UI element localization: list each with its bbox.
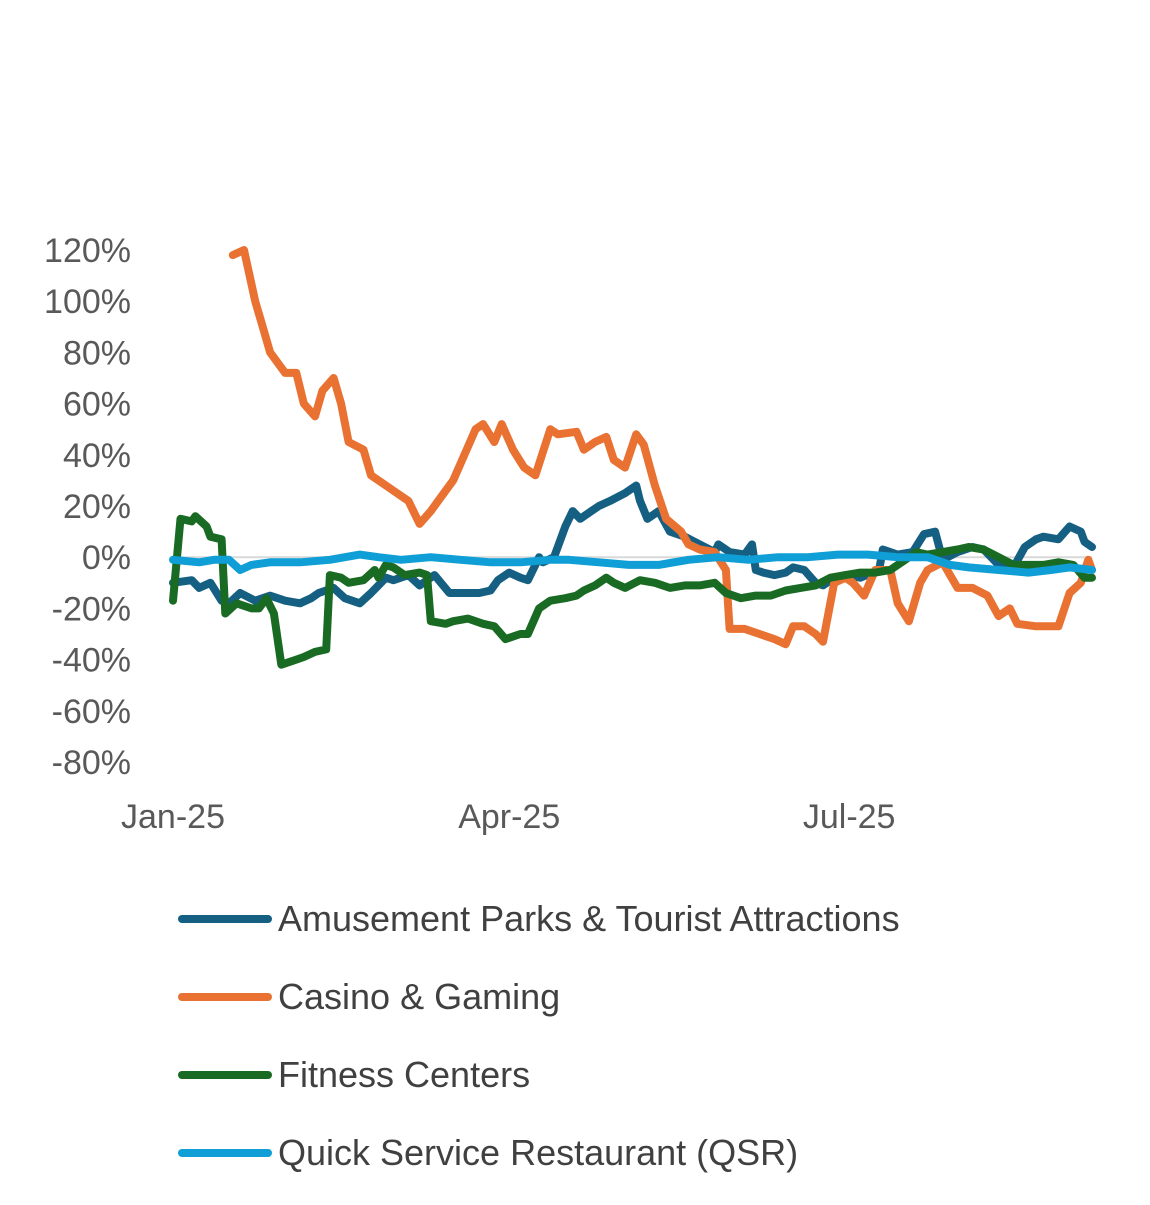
legend-item: Fitness Centers [178,1036,900,1114]
y-tick-label: -20% [52,590,131,628]
legend-swatch [178,1149,272,1157]
y-tick-label: -80% [52,744,131,782]
y-axis-ticks: 120% 100% 80% 60% 40% 20% 0% -20% -40% -60% -80% [44,232,131,782]
legend-label: Amusement Parks & Tourist Attractions [278,898,900,939]
series-line-3 [169,550,1096,577]
legend: Amusement Parks & Tourist Attractions Cas… [178,880,900,1192]
y-tick-label: -40% [52,642,131,680]
legend-swatch [178,915,272,923]
legend-label: Quick Service Restaurant (QSR) [278,1132,799,1173]
y-tick-label: 100% [44,283,131,321]
series-line-0 [169,481,1096,608]
legend-item: Casino & Gaming [178,958,900,1036]
y-tick-label: 0% [82,539,131,577]
y-tick-label: 120% [44,232,131,270]
legend-label: Casino & Gaming [278,976,561,1017]
series-lines [169,246,1096,669]
x-tick-label: Apr-25 [458,798,560,836]
y-tick-label: 60% [63,386,131,424]
y-tick-label: 80% [63,334,131,372]
legend-swatch [178,1071,272,1079]
y-tick-label: 40% [63,437,131,475]
x-axis-ticks: Jan-25 Apr-25 Jul-25 [121,798,895,836]
y-tick-label: 20% [63,488,131,526]
series-line-2 [169,512,1096,669]
legend-label: Fitness Centers [278,1054,531,1095]
legend-item: Quick Service Restaurant (QSR) [178,1114,900,1192]
legend-item: Amusement Parks & Tourist Attractions [178,880,900,958]
y-tick-label: -60% [52,693,131,731]
x-tick-label: Jan-25 [121,798,225,836]
legend-swatch [178,993,272,1001]
x-tick-label: Jul-25 [803,798,896,836]
